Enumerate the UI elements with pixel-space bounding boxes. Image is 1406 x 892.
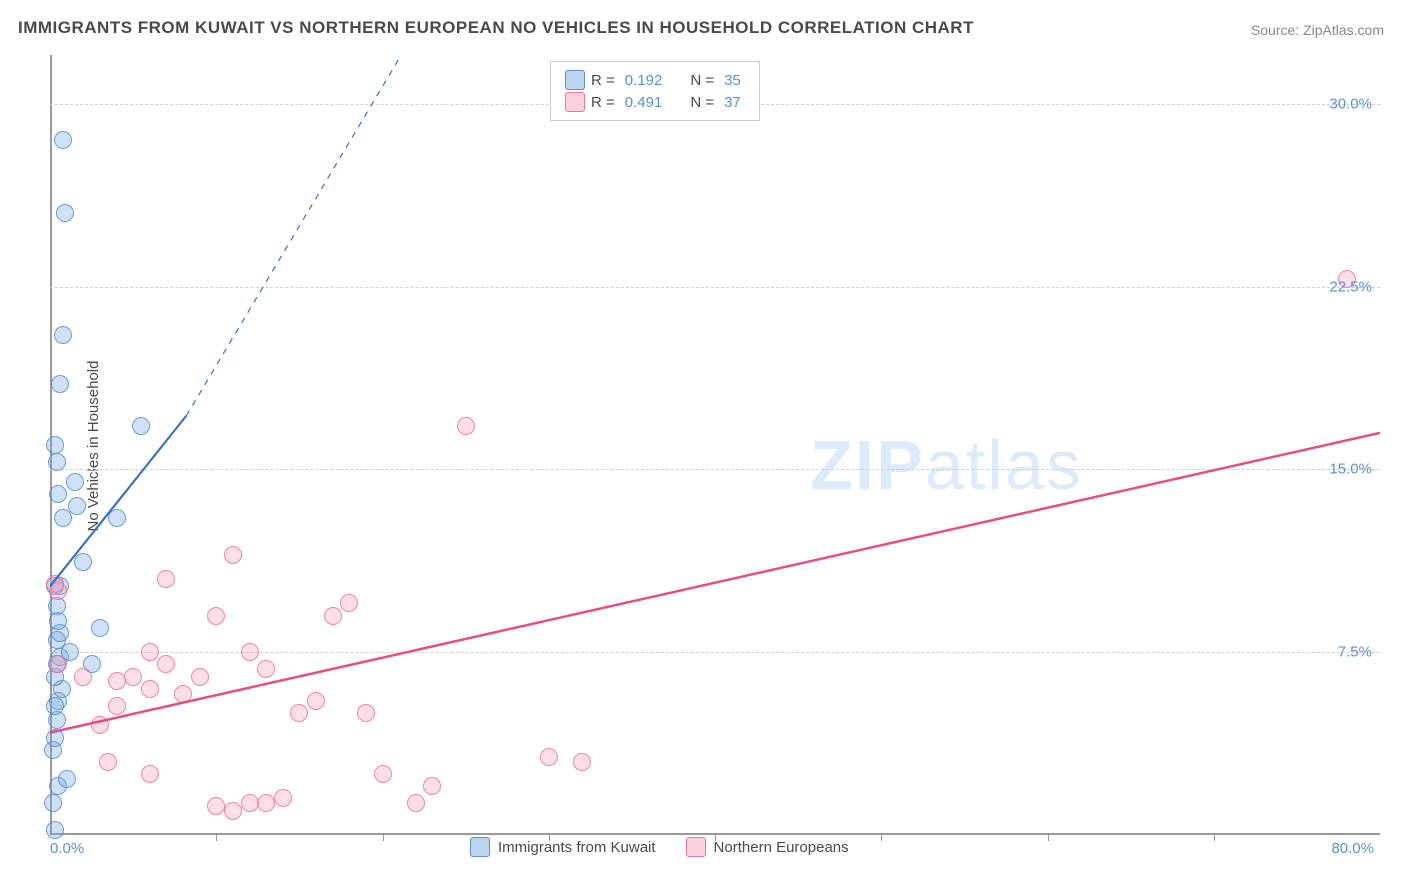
x-tick-mark [1214, 835, 1215, 841]
y-tick-label: 15.0% [1329, 461, 1372, 478]
data-point [141, 680, 159, 698]
r-label: R = [591, 72, 615, 89]
data-point [66, 473, 84, 491]
data-point [46, 729, 64, 747]
data-point [44, 794, 62, 812]
r-value: 0.491 [625, 94, 663, 111]
watermark-rest: atlas [925, 426, 1083, 504]
legend-row: R = 0.491 N = 37 [565, 92, 745, 112]
legend-swatch [686, 837, 706, 857]
data-point [46, 575, 64, 593]
source-attribution: Source: ZipAtlas.com [1251, 22, 1384, 38]
data-point [108, 697, 126, 715]
data-point [224, 546, 242, 564]
legend-item: Northern Europeans [686, 837, 849, 857]
data-point [191, 668, 209, 686]
data-point [46, 821, 64, 839]
data-point [99, 753, 117, 771]
source-prefix: Source: [1251, 22, 1303, 38]
legend-swatch [565, 92, 585, 112]
data-point [207, 797, 225, 815]
x-tick-label: 0.0% [50, 840, 84, 857]
data-point [241, 794, 259, 812]
data-point [108, 672, 126, 690]
source-name: ZipAtlas.com [1303, 22, 1384, 38]
data-point [257, 794, 275, 812]
y-tick-label: 7.5% [1338, 644, 1372, 661]
x-tick-mark [1048, 835, 1049, 841]
data-point [407, 794, 425, 812]
series-legend: Immigrants from Kuwait Northern Europeans [470, 837, 849, 857]
legend-label: Immigrants from Kuwait [498, 839, 656, 856]
watermark: ZIPatlas [810, 425, 1083, 505]
r-label: R = [591, 94, 615, 111]
data-point [540, 748, 558, 766]
x-tick-mark [383, 835, 384, 841]
legend-label: Northern Europeans [714, 839, 849, 856]
data-point [257, 660, 275, 678]
trend-line [50, 433, 1380, 733]
data-point [49, 485, 67, 503]
legend-swatch [565, 70, 585, 90]
data-point [374, 765, 392, 783]
data-point [46, 436, 64, 454]
data-point [357, 704, 375, 722]
data-point [457, 417, 475, 435]
data-point [51, 375, 69, 393]
data-point [573, 753, 591, 771]
data-point [157, 570, 175, 588]
data-point [174, 685, 192, 703]
trend-line-extrapolation [186, 55, 415, 416]
data-point [48, 453, 66, 471]
data-point [141, 643, 159, 661]
data-point [58, 770, 76, 788]
data-point [224, 802, 242, 820]
data-point [307, 692, 325, 710]
data-point [74, 553, 92, 571]
legend-swatch [470, 837, 490, 857]
watermark-bold: ZIP [810, 426, 925, 504]
y-tick-label: 22.5% [1329, 278, 1372, 295]
gridline-horizontal [50, 469, 1380, 470]
x-tick-mark [881, 835, 882, 841]
data-point [132, 417, 150, 435]
r-value: 0.192 [625, 72, 663, 89]
data-point [241, 643, 259, 661]
data-point [340, 594, 358, 612]
data-point [157, 655, 175, 673]
chart-title: IMMIGRANTS FROM KUWAIT VS NORTHERN EUROP… [18, 18, 974, 38]
data-point [423, 777, 441, 795]
data-point [108, 509, 126, 527]
chart-plot-area: ZIPatlas R = 0.192 N = 35 R = 0.491 N = 37 Immi… [50, 55, 1380, 855]
n-value: 37 [724, 94, 741, 111]
data-point [49, 655, 67, 673]
n-label: N = [690, 72, 714, 89]
data-point [54, 326, 72, 344]
n-value: 35 [724, 72, 741, 89]
legend-item: Immigrants from Kuwait [470, 837, 656, 857]
data-point [54, 131, 72, 149]
data-point [46, 697, 64, 715]
data-point [56, 204, 74, 222]
data-point [54, 509, 72, 527]
data-point [290, 704, 308, 722]
data-point [141, 765, 159, 783]
x-tick-mark [216, 835, 217, 841]
n-label: N = [690, 94, 714, 111]
data-point [124, 668, 142, 686]
data-point [91, 716, 109, 734]
correlation-legend: R = 0.192 N = 35 R = 0.491 N = 37 [550, 61, 760, 121]
data-point [207, 607, 225, 625]
data-point [74, 668, 92, 686]
data-point [324, 607, 342, 625]
data-point [274, 789, 292, 807]
gridline-horizontal [50, 287, 1380, 288]
trend-lines [50, 55, 1380, 855]
x-tick-label: 80.0% [1331, 840, 1374, 857]
y-tick-label: 30.0% [1329, 95, 1372, 112]
data-point [91, 619, 109, 637]
legend-row: R = 0.192 N = 35 [565, 70, 745, 90]
